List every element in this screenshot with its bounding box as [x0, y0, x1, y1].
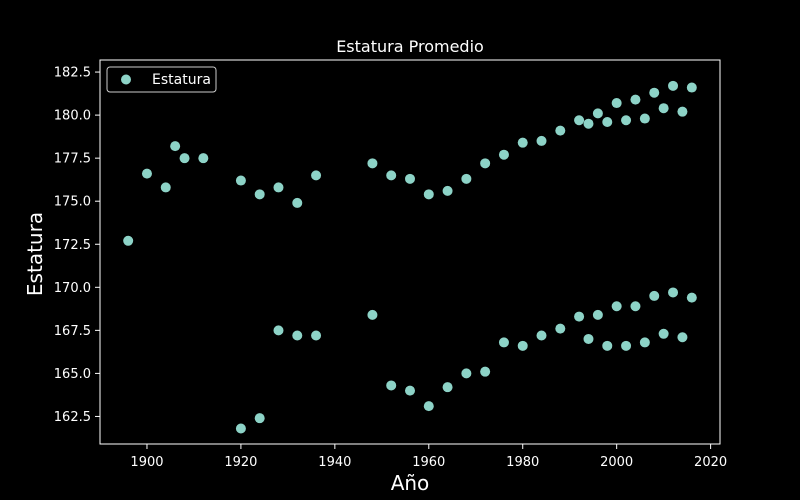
- data-point: [123, 235, 134, 246]
- data-point: [630, 301, 641, 312]
- data-point: [235, 423, 246, 434]
- data-point: [602, 116, 613, 127]
- y-tick-label: 172.5: [54, 238, 91, 253]
- y-tick-label: 165.0: [54, 367, 91, 382]
- x-tick-label: 1960: [412, 455, 445, 470]
- plot-frame: [99, 59, 721, 445]
- data-point: [583, 333, 594, 344]
- data-point: [630, 94, 641, 105]
- y-tick-label: 167.5: [54, 324, 91, 339]
- data-point: [517, 340, 528, 351]
- data-points: [123, 80, 697, 434]
- data-point: [461, 173, 472, 184]
- data-point: [141, 168, 152, 179]
- legend-label: Estatura: [152, 72, 211, 88]
- data-point: [442, 382, 453, 393]
- data-point: [480, 158, 491, 169]
- data-point: [442, 185, 453, 196]
- data-point: [639, 113, 650, 124]
- x-axis-ticks: 1900 1920 1940 1960 1980 2000 2020: [130, 444, 727, 470]
- x-tick-label: 1940: [318, 455, 351, 470]
- data-point: [649, 87, 660, 98]
- y-axis-label: Estatura: [23, 212, 47, 296]
- data-point: [461, 368, 472, 379]
- data-point: [555, 323, 566, 334]
- data-point: [686, 82, 697, 93]
- data-point: [621, 115, 632, 126]
- data-point: [179, 153, 190, 164]
- y-tick-label: 180.0: [54, 109, 91, 124]
- data-point: [677, 332, 688, 343]
- y-tick-label: 170.0: [54, 281, 91, 296]
- data-point: [658, 328, 669, 339]
- data-point: [639, 337, 650, 348]
- data-point: [536, 135, 547, 146]
- data-point: [574, 115, 585, 126]
- x-axis-label: Año: [391, 471, 430, 495]
- legend-box: [106, 66, 217, 93]
- data-point: [386, 380, 397, 391]
- y-tick-label: 162.5: [54, 410, 91, 425]
- data-point: [611, 301, 622, 312]
- data-point: [574, 311, 585, 322]
- data-point: [273, 182, 284, 193]
- data-point: [480, 366, 491, 377]
- data-point: [292, 330, 303, 341]
- data-point: [583, 118, 594, 129]
- data-point: [498, 149, 509, 160]
- x-tick-label: 2020: [694, 455, 727, 470]
- data-point: [611, 98, 622, 109]
- data-point: [498, 337, 509, 348]
- data-point: [621, 340, 632, 351]
- data-point: [367, 158, 378, 169]
- data-point: [658, 103, 669, 114]
- data-point: [555, 125, 566, 136]
- data-point: [649, 290, 660, 301]
- x-tick-label: 2000: [600, 455, 633, 470]
- legend: Estatura: [106, 66, 217, 93]
- data-point: [405, 173, 415, 184]
- data-point: [517, 137, 528, 148]
- data-point: [273, 325, 284, 336]
- data-point: [235, 175, 246, 186]
- data-point: [405, 385, 415, 396]
- x-tick-label: 1980: [506, 455, 539, 470]
- data-point: [311, 170, 322, 181]
- data-point: [592, 108, 603, 119]
- data-point: [592, 309, 603, 320]
- data-point: [602, 340, 613, 351]
- data-point: [668, 80, 679, 91]
- y-tick-label: 175.0: [54, 195, 91, 210]
- x-tick-label: 1920: [224, 455, 257, 470]
- data-point: [423, 401, 434, 412]
- y-axis-ticks: 162.5 165.0 167.5 170.0 172.5 175.0 177.5 180.0…: [54, 66, 100, 425]
- data-point: [254, 189, 265, 200]
- data-point: [254, 413, 265, 424]
- chart-title: Estatura Promedio: [336, 37, 484, 56]
- data-point: [423, 189, 434, 200]
- y-tick-label: 182.5: [54, 66, 91, 81]
- data-point: [367, 309, 378, 320]
- data-point: [311, 330, 322, 341]
- data-point: [686, 292, 697, 303]
- data-point: [536, 330, 547, 341]
- data-point: [160, 182, 171, 193]
- data-point: [198, 153, 209, 164]
- y-tick-label: 177.5: [54, 152, 91, 167]
- data-point: [292, 197, 303, 208]
- data-point: [386, 170, 397, 181]
- data-point: [170, 141, 181, 152]
- data-point: [677, 106, 688, 117]
- data-point: [668, 287, 679, 298]
- legend-marker: [121, 74, 131, 85]
- x-tick-label: 1900: [130, 455, 163, 470]
